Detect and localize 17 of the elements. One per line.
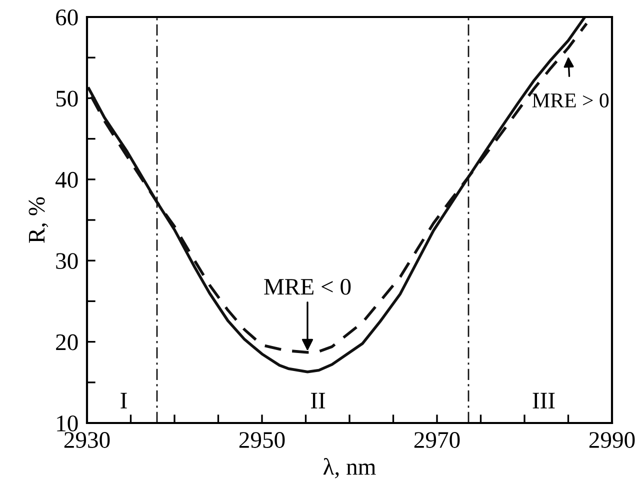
annotation: III bbox=[532, 392, 555, 408]
annotation: MRE > 0 bbox=[532, 93, 609, 108]
x-tick-label: 2970 bbox=[414, 432, 460, 448]
y-tick-label: 30 bbox=[56, 253, 78, 270]
x-axis-title: λ, nm bbox=[323, 458, 376, 478]
x-tick-label: 2950 bbox=[239, 432, 285, 448]
annotation: II bbox=[310, 392, 326, 408]
annotation: MRE < 0 bbox=[264, 278, 351, 295]
y-tick-label: 20 bbox=[56, 334, 78, 350]
y-tick-label: 40 bbox=[56, 172, 78, 188]
y-tick-label: 60 bbox=[56, 9, 78, 26]
annotation: I bbox=[120, 392, 127, 408]
x-tick-label: 2990 bbox=[589, 432, 635, 448]
x-tick-label: 2930 bbox=[64, 432, 110, 448]
y-axis-title: R, % bbox=[28, 197, 48, 243]
y-tick-label: 50 bbox=[56, 90, 78, 107]
y-tick-label: 10 bbox=[57, 415, 78, 432]
